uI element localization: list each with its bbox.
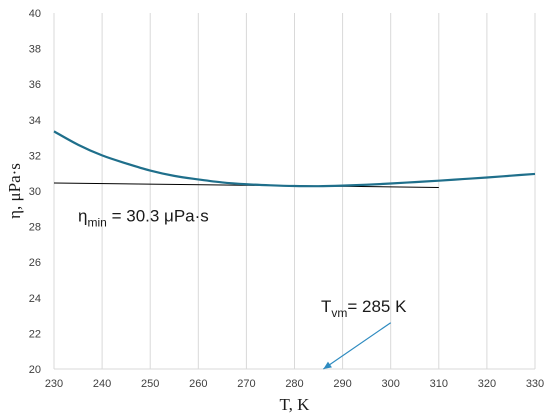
annotation-arrowhead <box>323 361 332 369</box>
y-tick-label: 40 <box>29 8 41 20</box>
y-tick-label: 36 <box>29 79 41 91</box>
x-tick-label: 240 <box>93 378 111 390</box>
series-layer <box>53 130 536 188</box>
y-tick-label: 28 <box>29 222 41 234</box>
y-axis-title: η, μPa·s <box>5 163 24 219</box>
x-tick-label: 300 <box>382 378 400 390</box>
annotation-eta-min: ηmin = 30.3 μPa·s <box>78 206 209 229</box>
y-tick-label: 22 <box>29 328 41 340</box>
annotation-symbol: T <box>321 297 331 316</box>
grid-layer <box>53 13 536 370</box>
x-axis-title: T, K <box>280 395 311 414</box>
x-tick-label: 280 <box>285 378 303 390</box>
annotation-value: = 285 K <box>347 297 407 316</box>
y-tick-labels: 20 22 24 26 28 30 32 34 36 38 40 <box>29 8 41 376</box>
y-tick-label: 26 <box>29 257 41 269</box>
annotation-symbol: η <box>78 206 87 225</box>
viscosity-curve <box>53 130 536 188</box>
x-tick-label: 270 <box>237 378 255 390</box>
annotation-arrow-line <box>323 322 392 370</box>
x-tick-label: 260 <box>189 378 207 390</box>
x-tick-label: 230 <box>45 378 63 390</box>
x-tick-label: 310 <box>430 378 448 390</box>
annotation-subscript: vm <box>331 306 347 320</box>
x-tick-label: 250 <box>141 378 159 390</box>
annotation-t-vm: Tvm= 285 K <box>321 297 407 320</box>
y-tick-label: 38 <box>29 44 41 56</box>
annotation-value: = 30.3 μPa·s <box>107 206 209 225</box>
y-tick-label: 32 <box>29 150 41 162</box>
y-tick-label: 20 <box>29 364 41 376</box>
y-tick-label: 34 <box>29 115 41 127</box>
x-tick-label: 320 <box>478 378 496 390</box>
x-tick-label: 290 <box>333 378 351 390</box>
x-tick-labels: 230 240 250 260 270 280 290 300 310 320 330 <box>45 378 544 390</box>
annotation-subscript: min <box>88 215 107 229</box>
annotation-layer: ηmin = 30.3 μPa·s Tvm= 285 K <box>78 206 407 370</box>
y-tick-label: 30 <box>29 186 41 198</box>
x-tick-label: 330 <box>526 378 544 390</box>
y-tick-label: 24 <box>29 293 41 305</box>
